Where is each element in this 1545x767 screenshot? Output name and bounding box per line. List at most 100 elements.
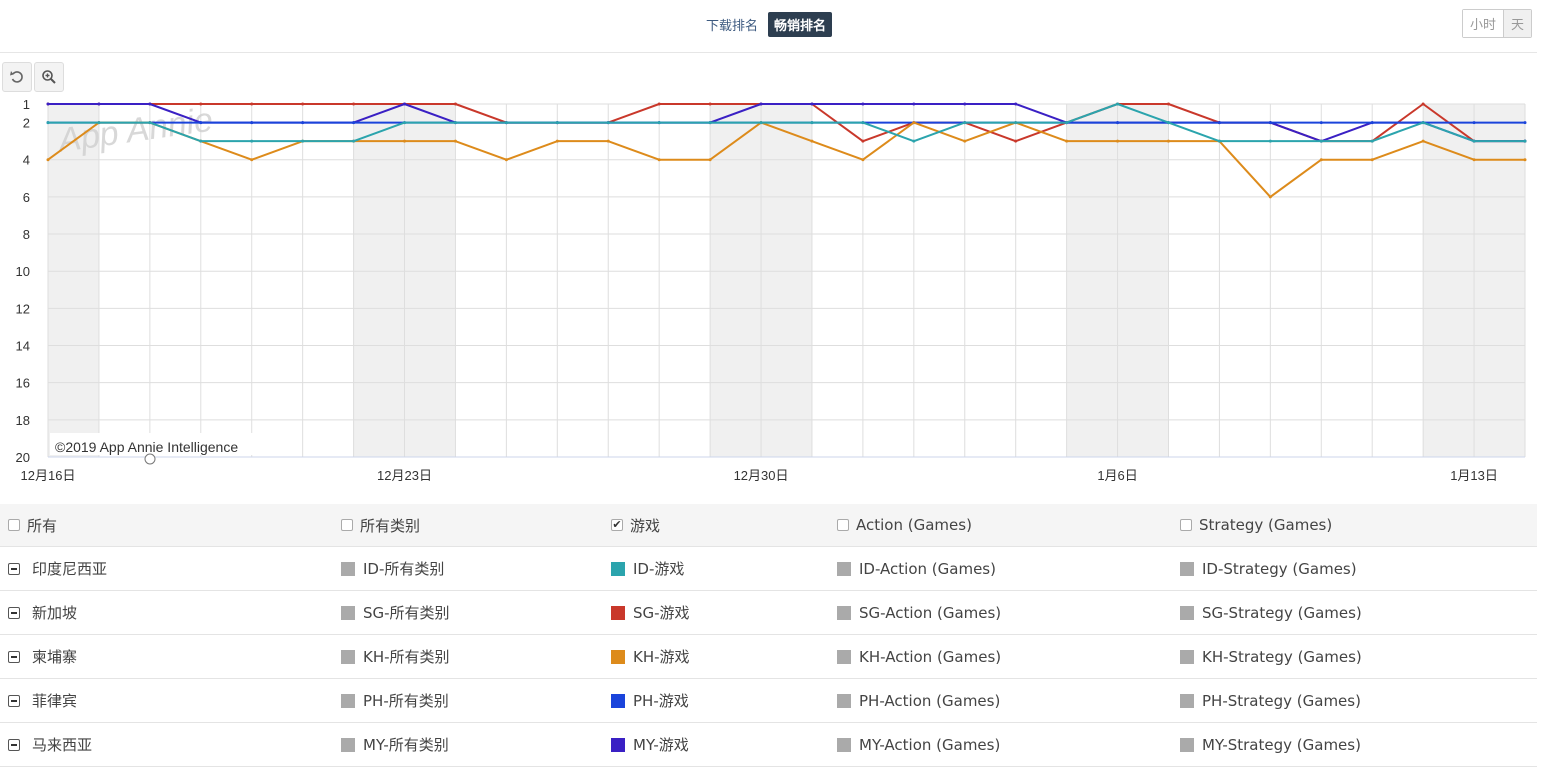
series-swatch: [611, 605, 625, 620]
series-label: PH-Strategy (Games): [1202, 691, 1361, 710]
collapse-icon[interactable]: [8, 562, 20, 575]
series-toggle[interactable]: ID-所有类别: [341, 547, 444, 590]
data-point: [504, 121, 508, 125]
series-swatch: [837, 649, 851, 664]
series-label: ID-游戏: [633, 560, 685, 578]
y-tick-label: 4: [23, 153, 30, 168]
series-toggle[interactable]: MY-Strategy (Games): [1180, 723, 1361, 766]
filter-row: 柬埔寨 KH-所有类别 KH-游戏 KH-Action (Games) KH-Strat…: [0, 635, 1537, 679]
series-swatch: [837, 693, 851, 708]
data-point: [1166, 121, 1170, 125]
series-label: MY-游戏: [633, 736, 689, 754]
country-toggle[interactable]: 柬埔寨: [8, 635, 77, 678]
series-toggle[interactable]: PH-所有类别: [341, 679, 449, 722]
series-swatch: [1180, 649, 1194, 664]
granularity-hour-button[interactable]: 小时: [1463, 10, 1504, 37]
series-toggle[interactable]: KH-Action (Games): [837, 635, 1001, 678]
series-toggle[interactable]: KH-所有类别: [341, 635, 450, 678]
data-point: [555, 121, 559, 125]
y-tick-label: 2: [23, 116, 30, 131]
data-point: [199, 102, 203, 106]
data-point: [963, 121, 967, 125]
series-label: ID-所有类别: [363, 560, 445, 578]
series-toggle[interactable]: SG-Action (Games): [837, 591, 1001, 634]
data-point: [1014, 102, 1018, 106]
data-point: [453, 121, 457, 125]
country-label: 印度尼西亚: [32, 560, 108, 578]
country-toggle[interactable]: 印度尼西亚: [8, 547, 107, 590]
data-point: [250, 102, 254, 106]
series-toggle[interactable]: MY-Action (Games): [837, 723, 1000, 766]
checkbox-strategy-games[interactable]: [1180, 519, 1192, 531]
data-point: [963, 102, 967, 106]
series-toggle[interactable]: KH-Strategy (Games): [1180, 635, 1362, 678]
data-point: [352, 102, 356, 106]
tab-grossing-rank[interactable]: 畅销排名: [768, 11, 833, 37]
series-swatch: [341, 605, 355, 620]
data-point: [148, 102, 152, 106]
series-swatch: [341, 693, 355, 708]
series-toggle[interactable]: PH-Action (Games): [837, 679, 1000, 722]
series-label: PH-所有类别: [363, 692, 449, 710]
data-point: [1421, 121, 1425, 125]
data-point: [555, 139, 559, 143]
filter-games[interactable]: ✔ 游戏: [611, 504, 660, 546]
series-toggle[interactable]: ID-Strategy (Games): [1180, 547, 1357, 590]
collapse-icon[interactable]: [8, 606, 20, 619]
reset-zoom-button[interactable]: [2, 62, 32, 92]
country-toggle[interactable]: 菲律宾: [8, 679, 77, 722]
data-point: [403, 102, 407, 106]
series-toggle[interactable]: SG-游戏: [611, 591, 690, 634]
series-toggle[interactable]: MY-所有类别: [341, 723, 449, 766]
series-toggle[interactable]: PH-Strategy (Games): [1180, 679, 1361, 722]
rank-type-tabs: 下载排名 畅销排名: [700, 11, 833, 37]
y-tick-label: 10: [16, 264, 30, 279]
collapse-icon[interactable]: [8, 694, 20, 707]
data-point: [97, 121, 101, 125]
data-point: [148, 121, 152, 125]
data-point: [810, 102, 814, 106]
checkbox-all[interactable]: [8, 519, 20, 531]
data-point: [250, 139, 254, 143]
y-tick-label: 1: [23, 97, 30, 112]
filter-strategy-games[interactable]: Strategy (Games): [1180, 504, 1332, 546]
granularity-toggle: 小时 天: [1462, 9, 1533, 38]
filter-all[interactable]: 所有: [8, 504, 57, 546]
country-toggle[interactable]: 新加坡: [8, 591, 77, 634]
country-label: 马来西亚: [32, 736, 93, 754]
credit-background: [50, 433, 258, 455]
series-toggle[interactable]: SG-所有类别: [341, 591, 450, 634]
data-point: [912, 121, 916, 125]
annotation-marker-icon[interactable]: [144, 453, 156, 465]
tab-download-rank[interactable]: 下载排名: [706, 18, 759, 34]
weekend-band: [48, 104, 99, 457]
series-label: MY-所有类别: [363, 736, 449, 754]
data-point: [1370, 139, 1374, 143]
series-toggle[interactable]: ID-Action (Games): [837, 547, 996, 590]
y-tick-label: 14: [16, 339, 30, 354]
zoom-button[interactable]: [34, 62, 64, 92]
series-toggle[interactable]: KH-游戏: [611, 635, 690, 678]
checkbox-action-games[interactable]: [837, 519, 849, 531]
data-point: [1472, 158, 1476, 162]
filter-action-games[interactable]: Action (Games): [837, 504, 972, 546]
country-toggle[interactable]: 马来西亚: [8, 723, 92, 766]
series-toggle[interactable]: ID-游戏: [611, 547, 684, 590]
checkbox-games[interactable]: ✔: [611, 518, 623, 531]
collapse-icon[interactable]: [8, 738, 20, 751]
data-point: [46, 121, 50, 125]
collapse-icon[interactable]: [8, 650, 20, 663]
filter-all-categories[interactable]: 所有类别: [341, 504, 420, 546]
series-toggle[interactable]: MY-游戏: [611, 723, 689, 766]
data-point: [1268, 139, 1272, 143]
series-toggle[interactable]: PH-游戏: [611, 679, 689, 722]
data-point: [453, 139, 457, 143]
granularity-day-button[interactable]: 天: [1503, 10, 1532, 37]
data-point: [1319, 121, 1323, 125]
data-point: [46, 158, 50, 162]
series-toggle[interactable]: SG-Strategy (Games): [1180, 591, 1362, 634]
country-label: 新加坡: [32, 604, 78, 622]
series-swatch: [341, 561, 355, 576]
filter-header-row: 所有 所有类别 ✔ 游戏 Action (Games) Strategy (Ga…: [0, 504, 1537, 547]
checkbox-all-categories[interactable]: [341, 519, 353, 531]
